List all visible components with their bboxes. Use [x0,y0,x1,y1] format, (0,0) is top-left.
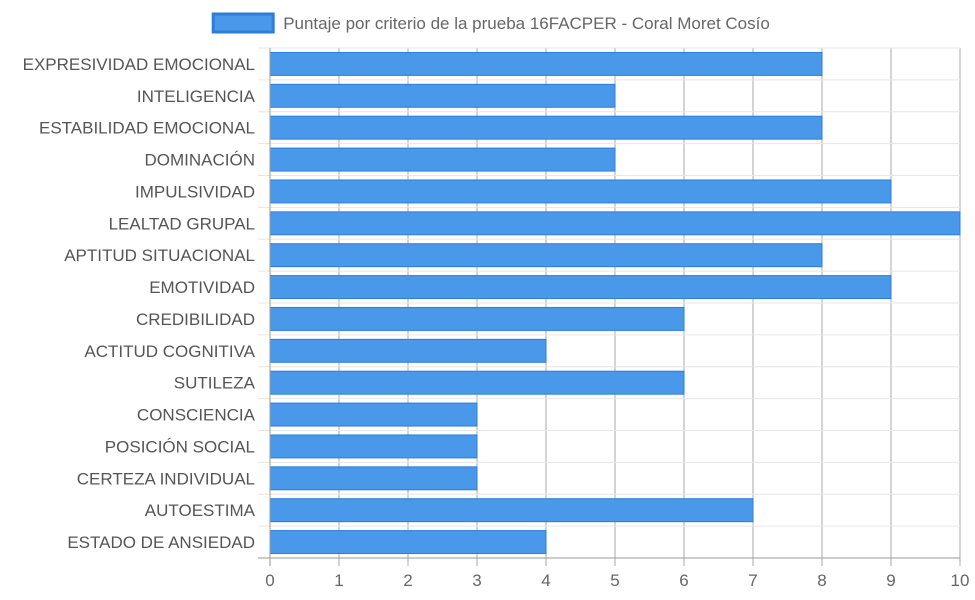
x-tick-label: 7 [748,571,757,590]
x-tick-label: 3 [472,571,481,590]
bar [269,402,478,427]
bar [269,498,754,523]
x-tick-labels: 0 1 2 3 4 5 6 7 8 9 10 [265,571,969,590]
x-tick-label: 0 [265,571,274,590]
category-label: CERTEZA INDIVIDUAL [77,469,255,488]
x-tick-label: 9 [886,571,895,590]
bar [269,370,685,395]
category-label: POSICIÓN SOCIAL [105,437,255,456]
bar [269,338,547,363]
bar [269,147,616,172]
bar [269,434,478,459]
category-label: CREDIBILIDAD [136,310,255,329]
category-labels: EXPRESIVIDAD EMOCIONAL INTELIGENCIA ESTABI… [23,55,256,552]
legend[interactable]: Puntaje por criterio de la prueba 16FACP… [211,12,770,34]
x-tick-label: 8 [817,571,826,590]
bar [269,306,685,331]
category-label: LEALTAD GRUPAL [109,214,255,233]
x-tick-label: 2 [403,571,412,590]
legend-label: Puntaje por criterio de la prueba 16FACP… [283,14,770,33]
category-label: ACTITUD COGNITIVA [84,342,255,361]
bar [269,83,616,108]
x-tick-label: 5 [610,571,619,590]
category-label: CONSCIENCIA [137,406,256,425]
bar [269,211,961,236]
axis-lines [258,48,960,566]
category-label: SUTILEZA [174,374,256,393]
x-tick-label: 10 [951,571,970,590]
category-label: ESTADO DE ANSIEDAD [67,533,255,552]
category-label: ESTABILIDAD EMOCIONAL [39,119,255,138]
x-tick-label: 4 [541,571,550,590]
category-label: EXPRESIVIDAD EMOCIONAL [23,55,255,74]
bar [269,243,823,268]
bar [269,51,823,76]
bar [269,115,823,140]
category-label: APTITUD SITUACIONAL [64,246,255,265]
bar [269,530,547,555]
category-label: EMOTIVIDAD [149,278,255,297]
category-label: DOMINACIÓN [145,151,256,170]
x-tick-label: 1 [334,571,343,590]
legend-swatch [211,12,275,34]
category-label: IMPULSIVIDAD [135,182,255,201]
bar [269,466,478,491]
bar [269,179,892,204]
bar [269,275,892,300]
category-label: INTELIGENCIA [137,87,256,106]
x-tick-label: 6 [679,571,688,590]
category-label: AUTOESTIMA [145,501,256,520]
bars [269,51,961,555]
